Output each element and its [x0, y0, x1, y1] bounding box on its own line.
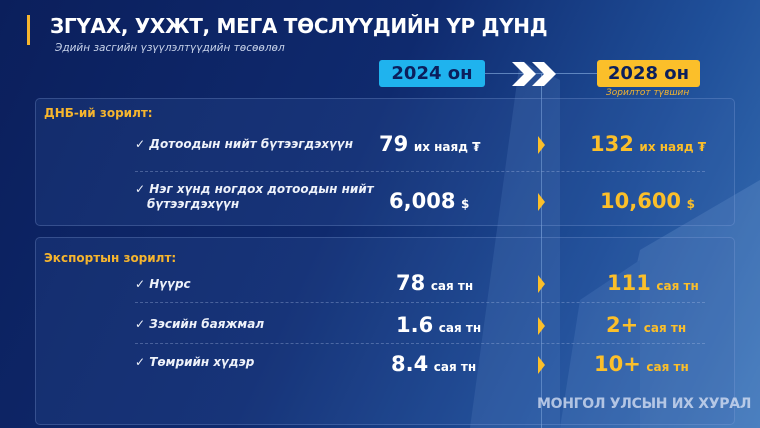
coal-2024-value: 78 сая тн [396, 271, 474, 295]
row-divider [135, 343, 705, 344]
gdp-2028-value: 132 их наяд ₮ [590, 132, 707, 156]
gdp-2024-value: 79 их наяд ₮ [379, 132, 481, 156]
row-divider [135, 302, 705, 303]
gdp-row-label: ✓ Дотоодын нийт бүтээгдэхүүн [135, 137, 354, 151]
coal-2028-value: 111 сая тн [607, 271, 699, 295]
watermark: МОНГОЛ УЛСЫН ИХ ХУРАЛ [537, 396, 752, 412]
iron-ore-label: ✓ Төмрийн хүдэр [135, 355, 255, 369]
iron-ore-2024-value: 8.4 сая тн [391, 352, 477, 376]
arrow-icon [538, 193, 545, 211]
year-2028-badge: 2028 он [597, 60, 700, 87]
arrow-icon [538, 275, 545, 293]
arrow-icon [538, 317, 545, 335]
copper-2024-value: 1.6 сая тн [396, 313, 482, 337]
gdp-panel [35, 98, 735, 226]
double-chevron-icon [512, 62, 556, 86]
export-heading: Экспортын зорилт: [44, 251, 177, 265]
arrow-icon [538, 356, 545, 374]
gdp-per-capita-2028-value: 10,600 $ [600, 189, 695, 213]
gdp-per-capita-label: ✓ Нэг хүнд ногдох дотоодын нийт бүтээгдэ… [135, 182, 374, 211]
title-accent-bar [27, 15, 30, 45]
page-title: ЗГҮАХ, УХЖТ, МЕГА ТӨСЛҮҮДИЙН ҮР ДҮНД [50, 14, 548, 38]
export-panel [35, 237, 735, 425]
column-divider [541, 74, 542, 428]
arrow-icon [538, 136, 545, 154]
iron-ore-2028-value: 10+ сая тн [594, 352, 689, 376]
coal-label: ✓ Нүүрс [135, 277, 191, 291]
gdp-per-capita-2024-value: 6,008 $ [389, 189, 470, 213]
copper-2028-value: 2+ сая тн [606, 313, 687, 337]
copper-label: ✓ Зэсийн баяжмал [135, 317, 265, 331]
gdp-heading: ДНБ-ий зорилт: [44, 106, 153, 120]
page-subtitle: Эдийн засгийн үзүүлэлтүүдийн төсөөлөл [55, 42, 285, 54]
target-level-caption: Зорилтот түвшин [606, 88, 690, 98]
year-2024-badge: 2024 он [379, 60, 485, 87]
row-divider [135, 171, 705, 172]
timeline-line [485, 73, 597, 74]
